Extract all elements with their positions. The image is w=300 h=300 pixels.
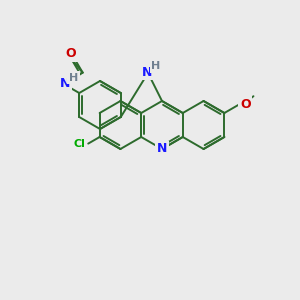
Text: O: O — [65, 47, 76, 60]
Text: O: O — [240, 98, 250, 111]
Text: Cl: Cl — [73, 139, 85, 148]
Text: N: N — [157, 142, 167, 155]
Text: H: H — [69, 73, 78, 82]
Text: N: N — [142, 65, 152, 79]
Text: N: N — [59, 77, 70, 90]
Text: H: H — [152, 61, 160, 71]
